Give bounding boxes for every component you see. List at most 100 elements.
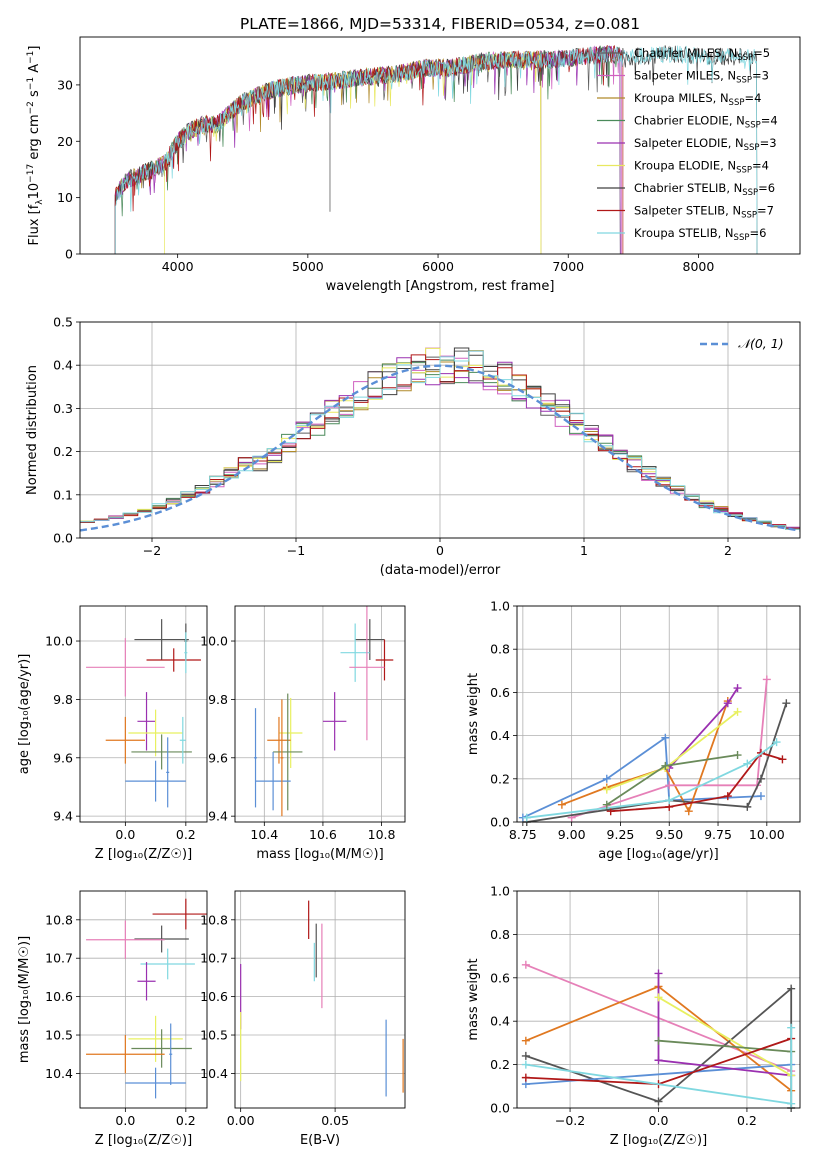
- y-tick-label: 10.7: [45, 951, 73, 966]
- y-tick-label: 10.8: [200, 912, 228, 927]
- weight-marker: [787, 984, 796, 993]
- y-tick-label: 0.2: [53, 444, 73, 459]
- errorbar-point: [278, 697, 303, 768]
- weight-line: [561, 700, 729, 814]
- weight-marker: [654, 993, 663, 1002]
- weight-marker: [756, 792, 765, 801]
- legend-label: Chabrier STELIB, NSSP=6: [634, 181, 775, 198]
- y-tick-label: 9.6: [53, 750, 73, 765]
- weight-marker: [661, 761, 670, 770]
- x-tick-label: −1: [287, 543, 305, 558]
- y-label-part: s: [27, 90, 42, 101]
- legend-n: =3: [760, 136, 777, 150]
- y-tick-label: 0: [65, 247, 73, 262]
- y-tick-label: 0.4: [490, 1014, 510, 1029]
- y-tick-label: 0.8: [490, 927, 510, 942]
- y-tick-label: 10.5: [45, 1028, 73, 1043]
- weight-line: [658, 996, 792, 1077]
- x-tick-label: 0.2: [176, 827, 196, 842]
- legend-sub: SSP: [734, 233, 750, 243]
- legend-sub: SSP: [737, 53, 753, 63]
- weight-marker: [606, 807, 615, 816]
- axes-frame: [234, 890, 406, 1109]
- weight-marker: [733, 684, 742, 693]
- panel-weight_vs_Z: −0.2 0.0 0.2 0.0 0.2 0.4 0.6 0.8 1.0 Z [log₁₀(Z/Z…: [466, 884, 801, 1148]
- legend-label: 𝒩(0, 1): [738, 336, 784, 351]
- weight-line: [658, 1039, 792, 1053]
- weight-marker: [787, 1099, 796, 1108]
- x-tick-label: 9.50: [655, 827, 683, 842]
- legend-text: Chabrier ELODIE, N: [634, 114, 745, 128]
- y-tick-label: 9.4: [208, 809, 228, 824]
- x-tick-label: 4000: [162, 259, 194, 274]
- y-tick-label: 0.4: [53, 358, 73, 373]
- errorbars: [86, 898, 207, 1099]
- x-tick-label: 0.0: [115, 827, 135, 842]
- y-axis-label: mass [log₁₀(M/M☉)]: [17, 936, 32, 1063]
- legend-n: =5: [753, 46, 770, 60]
- y-tick-label: 10.6: [45, 989, 73, 1004]
- y-tick-label: 30: [57, 77, 73, 92]
- weight-marker: [521, 1036, 530, 1045]
- y-tick-label: 0.4: [490, 728, 510, 743]
- x-axis-label: (data-model)/error: [380, 563, 501, 578]
- legend-text: Chabrier STELIB, N: [634, 181, 742, 195]
- legend-label: Salpeter STELIB, NSSP=7: [634, 204, 774, 221]
- x-axis-label: wavelength [Angstrom, rest frame]: [326, 279, 555, 294]
- y-axis-label: age [log₁₀(age/yr)]: [17, 654, 32, 775]
- y-label-part: −17: [26, 164, 36, 183]
- axes-frame: [79, 890, 208, 1109]
- weight-marker: [602, 800, 611, 809]
- weight-marker: [602, 774, 611, 783]
- weight-line: [571, 679, 768, 819]
- y-axis-label: Normed distribution: [25, 365, 40, 495]
- axes-frame: [79, 605, 208, 823]
- y-tick-label: 10: [57, 190, 73, 205]
- errorbar-point: [166, 737, 170, 808]
- y-tick-label: 0.6: [490, 970, 510, 985]
- x-tick-label: 10.00: [749, 827, 785, 842]
- y-tick-label: 10.7: [200, 951, 228, 966]
- errorbar-point: [169, 1023, 173, 1085]
- histograms: [80, 347, 800, 532]
- x-tick-label: 0.2: [176, 1113, 196, 1128]
- weight-marker: [557, 800, 566, 809]
- weight-line: [657, 973, 792, 1077]
- x-tick-label: 2: [724, 543, 732, 558]
- y-tick-label: 10.5: [200, 1028, 228, 1043]
- legend-label: Kroupa ELODIE, NSSP=4: [634, 159, 769, 176]
- panel-weight_vs_age: 8.75 9.00 9.25 9.50 9.75 10.00 0.0 0.2 0.4 0.6 0.8…: [466, 599, 801, 862]
- x-tick-label: 5000: [292, 259, 324, 274]
- weight-marker: [743, 802, 752, 811]
- y-label-part: A: [27, 64, 42, 77]
- weight-marker: [654, 969, 663, 978]
- errorbar-point: [140, 948, 195, 980]
- x-tick-label: −2: [143, 543, 161, 558]
- errorbar-point: [152, 898, 207, 930]
- x-tick-label: 8.75: [509, 827, 537, 842]
- axes-frame: [79, 321, 801, 539]
- x-axis-label: Z [log₁₀(Z/Z☉)]: [610, 1133, 707, 1148]
- y-tick-label: 0.8: [490, 642, 510, 657]
- errorbar-point: [86, 638, 165, 697]
- x-tick-label: 0.05: [321, 1113, 349, 1128]
- legend-sub: SSP: [741, 211, 757, 221]
- weight-marker: [778, 755, 787, 764]
- errorbar-point: [375, 639, 394, 681]
- y-tick-label: 0.1: [53, 487, 73, 502]
- weight-marker: [602, 785, 611, 794]
- y-tick-label: 10.0: [45, 634, 73, 649]
- weight-marker: [756, 774, 765, 783]
- legend-n: =6: [749, 226, 766, 240]
- weight-marker: [684, 807, 693, 816]
- x-tick-label: 10.6: [309, 827, 337, 842]
- errorbar-point: [355, 619, 385, 660]
- errorbar-point: [134, 925, 189, 953]
- legend-label: Chabrier ELODIE, NSSP=4: [634, 114, 778, 131]
- weight-marker: [521, 1051, 530, 1060]
- y-axis-label: mass weight: [466, 958, 481, 1040]
- weight-marker: [723, 699, 732, 708]
